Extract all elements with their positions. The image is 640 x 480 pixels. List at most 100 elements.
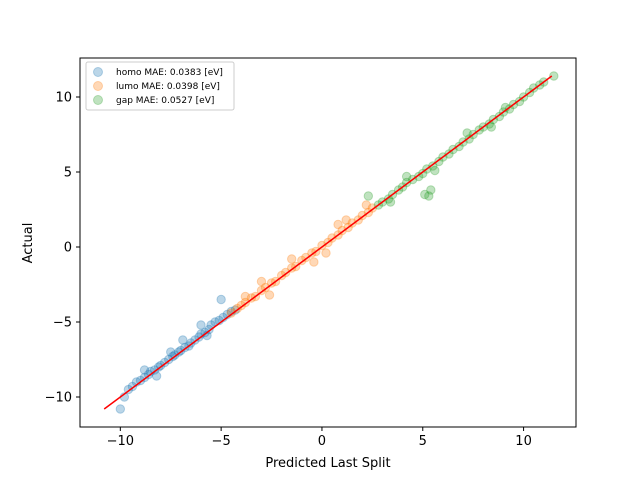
data-point-lumo [321,248,331,258]
data-point-homo [174,347,184,357]
legend-label-lumo: lumo MAE: 0.0398 [eV] [116,82,220,92]
legend-marker-gap [93,95,103,105]
data-point-lumo [317,240,327,251]
data-point-gap [418,168,428,179]
data-point-gap [363,191,374,201]
data-point-homo [190,335,200,345]
data-point-homo [166,347,176,357]
data-point-lumo [333,219,343,230]
data-point-lumo [361,200,372,210]
data-point-lumo [287,254,297,264]
data-point-homo [127,381,138,392]
data-point-gap [528,83,539,93]
x-tick-label: 10 [515,434,532,449]
data-point-lumo [341,215,351,225]
data-point-gap [420,189,430,200]
legend-marker-homo [93,67,103,77]
data-point-homo [135,375,146,386]
data-point-homo [149,365,160,375]
data-point-gap [549,71,559,81]
data-point-homo [159,357,170,368]
data-point-gap [401,177,412,188]
data-point-lumo [232,303,242,314]
data-point-gap [464,134,474,144]
data-point-lumo [266,278,277,288]
data-point-lumo [226,308,236,318]
data-point-gap [430,165,440,176]
data-point-lumo [327,233,337,243]
x-tick-label: −10 [107,434,134,449]
data-point-gap [454,141,464,152]
data-point-homo [216,294,226,305]
x-tick-label: −5 [212,434,231,449]
data-point-homo [204,324,214,335]
data-point-homo [176,345,186,356]
legend-label-homo: homo MAE: 0.0383 [eV] [116,68,223,78]
x-axis-ticks: −10 −5 0 5 10 [107,427,532,449]
data-point-lumo [367,203,378,213]
data-point-homo [115,404,126,414]
data-point-lumo [307,248,317,258]
plot-frame [79,57,577,428]
data-point-homo [194,332,204,342]
data-point-homo [139,365,150,375]
data-point-homo [230,305,240,315]
legend-label-gap: gap MAE: 0.0527 [eV] [116,96,214,106]
data-point-gap [383,194,394,204]
data-point-lumo [240,291,251,302]
data-point-lumo [256,285,267,296]
reference-line-layer [103,75,553,410]
legend: homo MAE: 0.0383 [eV] lumo MAE: 0.0398 [… [85,61,235,111]
data-point-homo [139,372,150,383]
y-tick-label: 10 [55,91,72,106]
data-point-lumo [256,276,267,287]
data-point-lumo [246,293,257,303]
data-point-gap [462,128,472,138]
y-tick-label: −10 [45,391,72,406]
data-point-lumo [236,300,247,311]
data-point-gap [414,171,424,182]
legend-box [85,61,235,111]
data-point-lumo [240,297,251,308]
data-point-homo [186,338,196,348]
data-point-gap [486,122,497,132]
legend-marker-lumo [93,81,103,91]
data-point-gap [444,149,454,159]
identity-line [103,75,553,410]
data-point-homo [196,320,206,330]
data-point-lumo [260,282,271,293]
data-point-gap [514,96,525,107]
data-point-gap [428,161,438,171]
x-axis-label: Predicted Last Split [265,456,390,471]
data-point-gap [494,111,505,122]
data-point-lumo [309,257,319,267]
data-point-homo [170,350,180,360]
data-point-homo [143,369,154,380]
data-point-homo [155,360,166,371]
data-point-lumo [357,210,367,221]
data-point-gap [385,197,396,207]
y-tick-label: 0 [64,241,72,256]
data-point-homo [164,354,174,365]
x-tick-label: 0 [318,434,326,449]
data-point-lumo [297,255,307,266]
y-axis-ticks: −10 −5 0 5 10 [45,91,80,406]
data-point-gap [426,185,436,195]
data-point-gap [401,171,412,182]
data-point-lumo [301,252,311,263]
data-point-lumo [287,263,297,273]
data-point-lumo [276,270,287,281]
x-tick-label: 5 [419,434,427,449]
data-point-homo [178,335,188,345]
data-point-lumo [280,267,291,278]
data-point-lumo [264,290,275,300]
data-point-homo [153,362,164,372]
data-point-gap [504,104,515,114]
data-point-gap [424,191,434,201]
plot-area [79,57,577,428]
data-point-homo [200,327,210,338]
data-point-gap [484,119,495,129]
data-point-gap [434,156,444,167]
data-point-homo [168,351,178,362]
